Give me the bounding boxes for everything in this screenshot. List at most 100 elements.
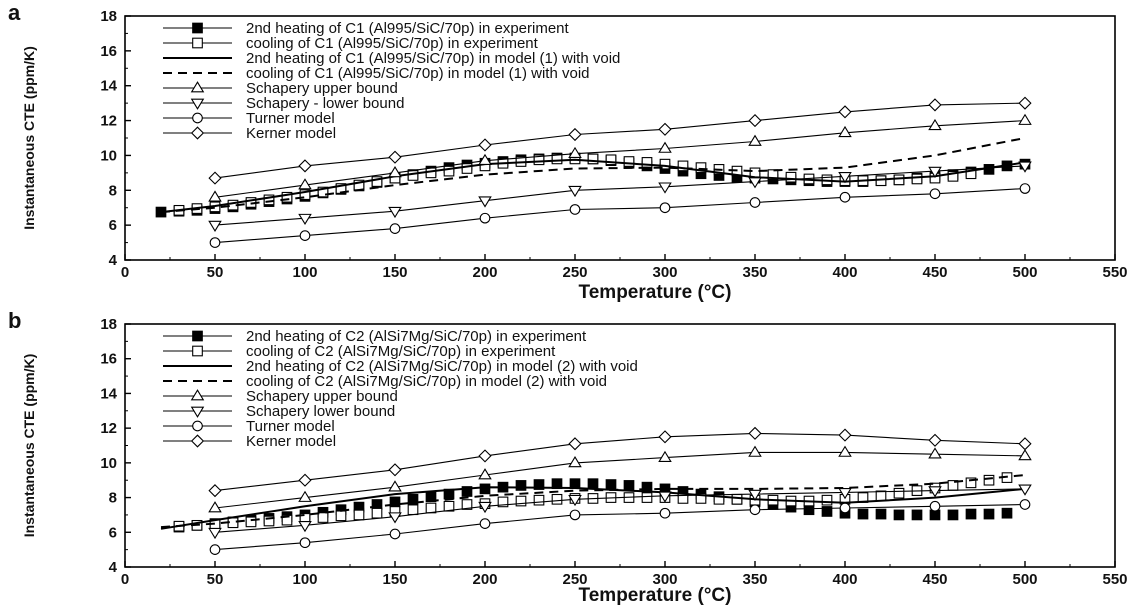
panel-b-data-point [281,514,293,526]
panel-a-x-tick-label: 0 [121,264,129,281]
panel-b-x-tick-label: 250 [562,571,587,588]
panel-a-data-point [839,191,851,203]
panel-a-data-point [929,188,941,200]
panel-b-series-turner-model [209,499,1031,555]
panel-a-data-point [623,156,635,167]
panel-b-series-line [214,488,1026,533]
panel-a-data-point [388,165,402,178]
panel-a-data-point [388,150,402,164]
panel-b-data-point [388,512,402,524]
panel-b-legend-swatch-marker [192,330,203,342]
panel-b-legend-item: Schapery lower bound [163,403,395,420]
panel-b-data-point [658,430,672,444]
panel-b-series-line [214,451,1026,509]
panel-b-x-tick-label: 0 [121,571,129,588]
panel-a-data-point [478,138,492,152]
panel-b-x-tick-label: 100 [292,571,317,588]
panel-b-y-tick-label: 16 [100,351,117,368]
panel-b-x-tick-label: 300 [652,571,677,588]
panel-b-series-2nd-heating-of-c2-alsi7mg-sic-70p-in-model-2-with-void [160,486,1026,530]
panel-b-x-tick-label: 50 [207,571,224,588]
panel-a-series-line [214,102,1026,179]
panel-a-data-point [587,153,599,165]
panel-b-y-tick-label: 12 [100,420,117,437]
panel-a-y-tick-label: 12 [100,113,117,130]
panel-a-data-point [388,206,402,219]
panel-a-data-point [568,185,582,198]
panel-b-data-point [748,426,762,440]
panel-b-x-tick-label: 500 [1012,571,1037,588]
panel-b-data-point [479,483,491,495]
panel-b-data-point [658,491,672,503]
panel-a-data-point [748,134,762,146]
panel-a-data-point [209,237,221,248]
panel-a-data-point [659,202,671,214]
panel-a-data-point [893,174,905,186]
panel-a-y-tick-label: 18 [100,8,117,25]
panel-a: 0 50 100 150 200 250 300 350 400 450 500 550 4 6 8 10 12… [8,0,1128,303]
panel-b-data-point [1018,437,1032,451]
panel-a-legend-swatch-marker [192,37,203,49]
panel-b-data-point [731,493,743,505]
panel-b-series-schapery-upper-bound [208,445,1032,513]
panel-a-data-point [263,194,275,206]
panel-b-data-point [821,506,833,517]
panel-a-data-point [928,118,942,131]
panel-a-series-line [214,165,1026,226]
panel-a-panel-letter: a [8,0,21,25]
panel-b-legend-item: Schapery upper bound [163,388,398,405]
panel-b-data-point [298,520,312,533]
panel-b-data-point [641,492,653,503]
panel-b-data-point [568,437,582,451]
panel-a-legend-label: cooling of C1 (Al995/SiC/70p) in model (… [246,65,590,82]
panel-b-data-point [443,500,455,512]
panel-b-y-tick-label: 6 [109,524,117,541]
panel-a-data-point [551,153,563,165]
panel-b-data-point [1018,449,1032,461]
panel-b-legend-label: cooling of C2 (AlSi7Mg/SiC/70p) in model… [246,373,607,390]
panel-a-data-point [1018,96,1032,110]
panel-a-data-point [299,189,311,200]
panel-a-data-point [659,158,671,170]
panel-b-panel-letter: b [8,308,21,333]
panel-a-data-point [298,178,312,190]
panel-a-data-point [281,191,293,203]
panel-a-data-point [208,190,222,202]
panel-b-data-point [478,501,492,514]
panel-b-x-tick-label: 200 [472,571,497,588]
panel-b-data-point [695,493,707,504]
panel-b-data-point [928,433,942,447]
panel-a-data-point [208,171,222,185]
panel-b-data-point [389,528,401,540]
panel-b-x-tick-label: 350 [742,571,767,588]
panel-b-y-tick-label: 4 [109,559,118,576]
panel-a-legend-label: Schapery - lower bound [246,95,404,112]
panel-a-data-point [911,173,923,185]
panel-b-data-point [568,494,582,507]
panel-b-y-tick-label: 10 [100,455,117,472]
panel-b-data-point [838,488,852,500]
panel-a-data-point [658,141,672,153]
panel-b-data-point [533,479,545,490]
panel-b-data-point [749,504,761,516]
panel-b-data-point [658,450,672,463]
panel-a-data-point [407,170,419,181]
panel-b-data-point [208,484,222,498]
panel-a-data-point [928,98,942,112]
panel-a-series-kerner-model [208,96,1032,185]
panel-b-data-point [911,509,923,521]
panel-a-data-point [298,213,312,226]
panel-b-data-point [533,494,545,506]
panel-a-legend-label: Turner model [246,110,335,127]
panel-b-series-kerner-model [208,426,1032,498]
panel-b-legend: 2nd heating of C2 (AlSi7Mg/SiC/70p) in e… [163,328,638,450]
panel-b-y-tick-label: 18 [100,316,117,333]
panel-b-data-point [208,527,222,540]
panel-b-data-point [569,509,581,521]
panel-a-data-point [658,182,672,194]
panel-b-data-point [497,496,509,508]
panel-a-x-tick-label: 350 [742,264,767,281]
panel-a-legend-item: cooling of C1 (Al995/SiC/70p) in model (… [163,65,590,82]
panel-b-data-point [875,490,887,502]
panel-a-data-point [928,166,942,178]
